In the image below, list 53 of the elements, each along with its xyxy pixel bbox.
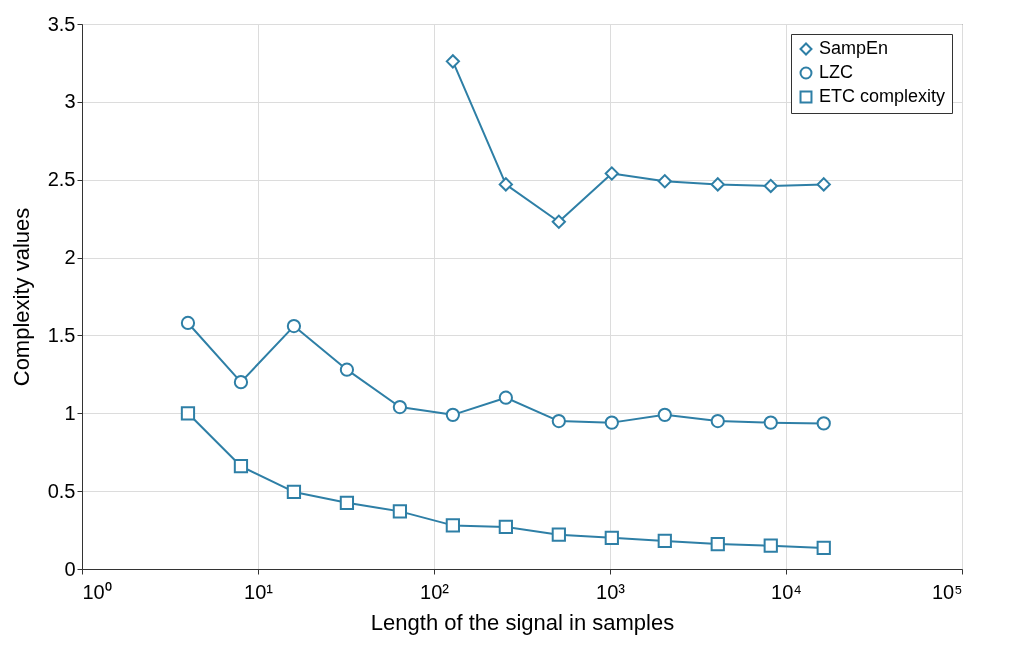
y-tick-label: 3	[64, 90, 76, 113]
point	[445, 54, 460, 69]
legend-label: SampEn	[819, 38, 889, 58]
point	[710, 413, 725, 429]
y-tick-label: 1	[64, 401, 76, 424]
point	[763, 538, 778, 553]
x-axis-title: Length of the signal in samples	[370, 609, 675, 635]
point	[657, 407, 672, 422]
x-tick-label: 10⁴	[771, 580, 802, 603]
y-tick-label: 0	[64, 557, 76, 580]
point	[551, 214, 566, 229]
point	[233, 375, 249, 390]
y-tick-label: 2.5	[47, 168, 76, 191]
legend-label: ETC complexity	[819, 86, 946, 106]
point	[339, 495, 355, 510]
point	[710, 536, 725, 552]
x-tick-label: 10¹	[244, 580, 274, 603]
point	[498, 177, 513, 192]
x-tick-label: 10⁰	[82, 580, 112, 603]
point	[392, 504, 408, 519]
y-tick-label: 1.5	[47, 323, 76, 346]
x-tick-label: 10³	[596, 580, 626, 603]
point	[604, 530, 619, 545]
point	[498, 519, 513, 535]
point	[816, 540, 831, 556]
point	[498, 390, 513, 405]
point	[816, 177, 831, 192]
point	[445, 407, 460, 422]
point	[180, 315, 196, 331]
y-tick-label: 2	[64, 246, 76, 269]
y-tick-label: 3.5	[47, 12, 76, 35]
point	[339, 362, 355, 377]
point	[604, 415, 619, 430]
point	[445, 518, 460, 533]
point	[551, 527, 566, 542]
x-tick-label: 10⁵	[931, 580, 963, 603]
point	[763, 178, 778, 194]
x-tick-label: 10²	[420, 580, 450, 603]
point	[816, 416, 831, 431]
point	[604, 166, 619, 181]
point	[657, 533, 672, 549]
point	[657, 174, 672, 189]
point	[286, 484, 302, 500]
point	[392, 399, 408, 415]
point	[551, 413, 566, 429]
point	[180, 406, 196, 421]
point	[286, 318, 302, 334]
point	[233, 459, 249, 474]
point	[763, 415, 778, 430]
point	[710, 177, 725, 192]
y-tick-label: 0.5	[47, 479, 76, 502]
legend-label: LZC	[819, 62, 854, 82]
y-axis-title: Complexity values	[8, 207, 34, 387]
